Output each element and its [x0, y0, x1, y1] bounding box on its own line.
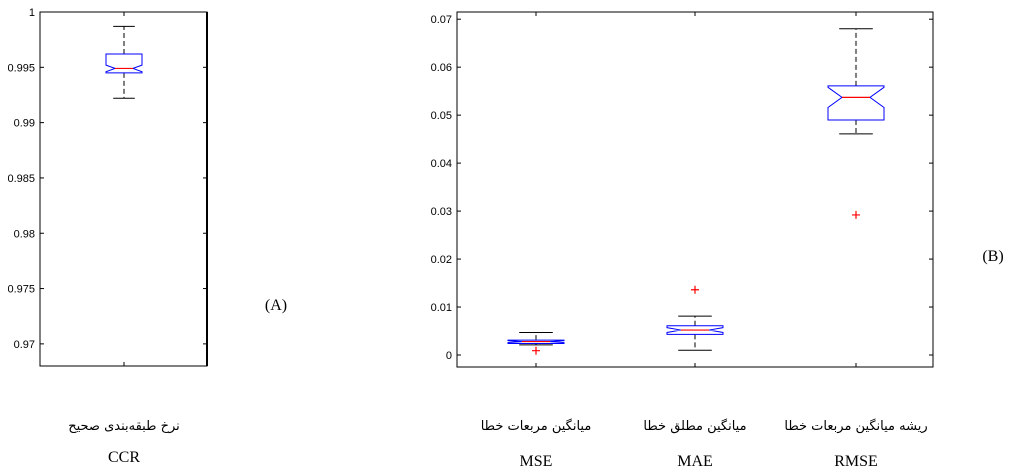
y-tick-label: 0.05 [431, 110, 452, 122]
outlier-marker [691, 285, 699, 294]
y-tick-label: 0.01 [431, 302, 452, 314]
notched-box [827, 85, 885, 121]
panel-b-plot-frame [456, 11, 934, 368]
y-tick-label: 0.03 [431, 206, 452, 218]
panel-b-x-axis [535, 12, 857, 367]
panel-b-chart: 0 0.01 0.02 0.03 0.04 0.05 0.06 0.07 (B) میانگی… [431, 11, 1004, 470]
y-tick-label: 0 [446, 350, 452, 362]
y-tick-label: 0.02 [431, 254, 452, 266]
panel-b-category-label-en-3: RMSE [834, 453, 878, 470]
y-tick-label: 0.07 [431, 14, 452, 26]
y-tick-label: 0.975 [7, 284, 35, 296]
panel-b-category-label-fa-1: میانگین مربعات خطا [481, 418, 592, 434]
y-tick-label: 0.97 [14, 339, 35, 351]
y-tick-label: 0.04 [431, 158, 452, 170]
box-1 [105, 25, 143, 99]
panel-b-label: (B) [982, 248, 1003, 265]
panel-a-plot-frame [39, 11, 208, 367]
panel-a-label: (A) [265, 297, 287, 314]
outlier-marker [852, 210, 860, 219]
panel-b-category-label-en-2: MAE [677, 453, 713, 470]
panel-a-y-axis: 0.97 0.975 0.98 0.985 0.99 0.995 1 [7, 7, 207, 351]
panel-a-category-label-en: CCR [108, 449, 140, 466]
box-2 [666, 285, 724, 351]
y-tick-label: 0.985 [7, 173, 35, 185]
notched-box [507, 339, 565, 344]
panel-b-category-label-fa-2: میانگین مطلق خطا [643, 418, 746, 434]
outlier-marker [532, 346, 540, 355]
y-tick-label: 0.98 [14, 228, 35, 240]
y-tick-label: 0.995 [7, 62, 35, 74]
panel-b-category-label-fa-3: ریشه میانگین مربعات خطا [784, 418, 927, 434]
box-3 [827, 28, 885, 219]
y-tick-label: 1 [29, 7, 35, 19]
panel-b-boxes [507, 28, 885, 355]
panel-a-category-label-fa: نرخ طبقه‌بندی صحیح [68, 419, 180, 434]
panel-a-boxes [105, 25, 143, 99]
panel-b-y-axis: 0 0.01 0.02 0.03 0.04 0.05 0.06 0.07 [431, 14, 933, 362]
y-tick-label: 0.06 [431, 62, 452, 74]
box-1 [507, 331, 565, 355]
notched-box [105, 53, 143, 74]
panel-a-chart: 0.97 0.975 0.98 0.985 0.99 0.995 1 (A) نرخ طبق… [7, 7, 287, 466]
y-tick-label: 0.99 [14, 118, 35, 130]
panel-b-category-label-en-1: MSE [520, 453, 553, 470]
notched-box [666, 325, 724, 335]
